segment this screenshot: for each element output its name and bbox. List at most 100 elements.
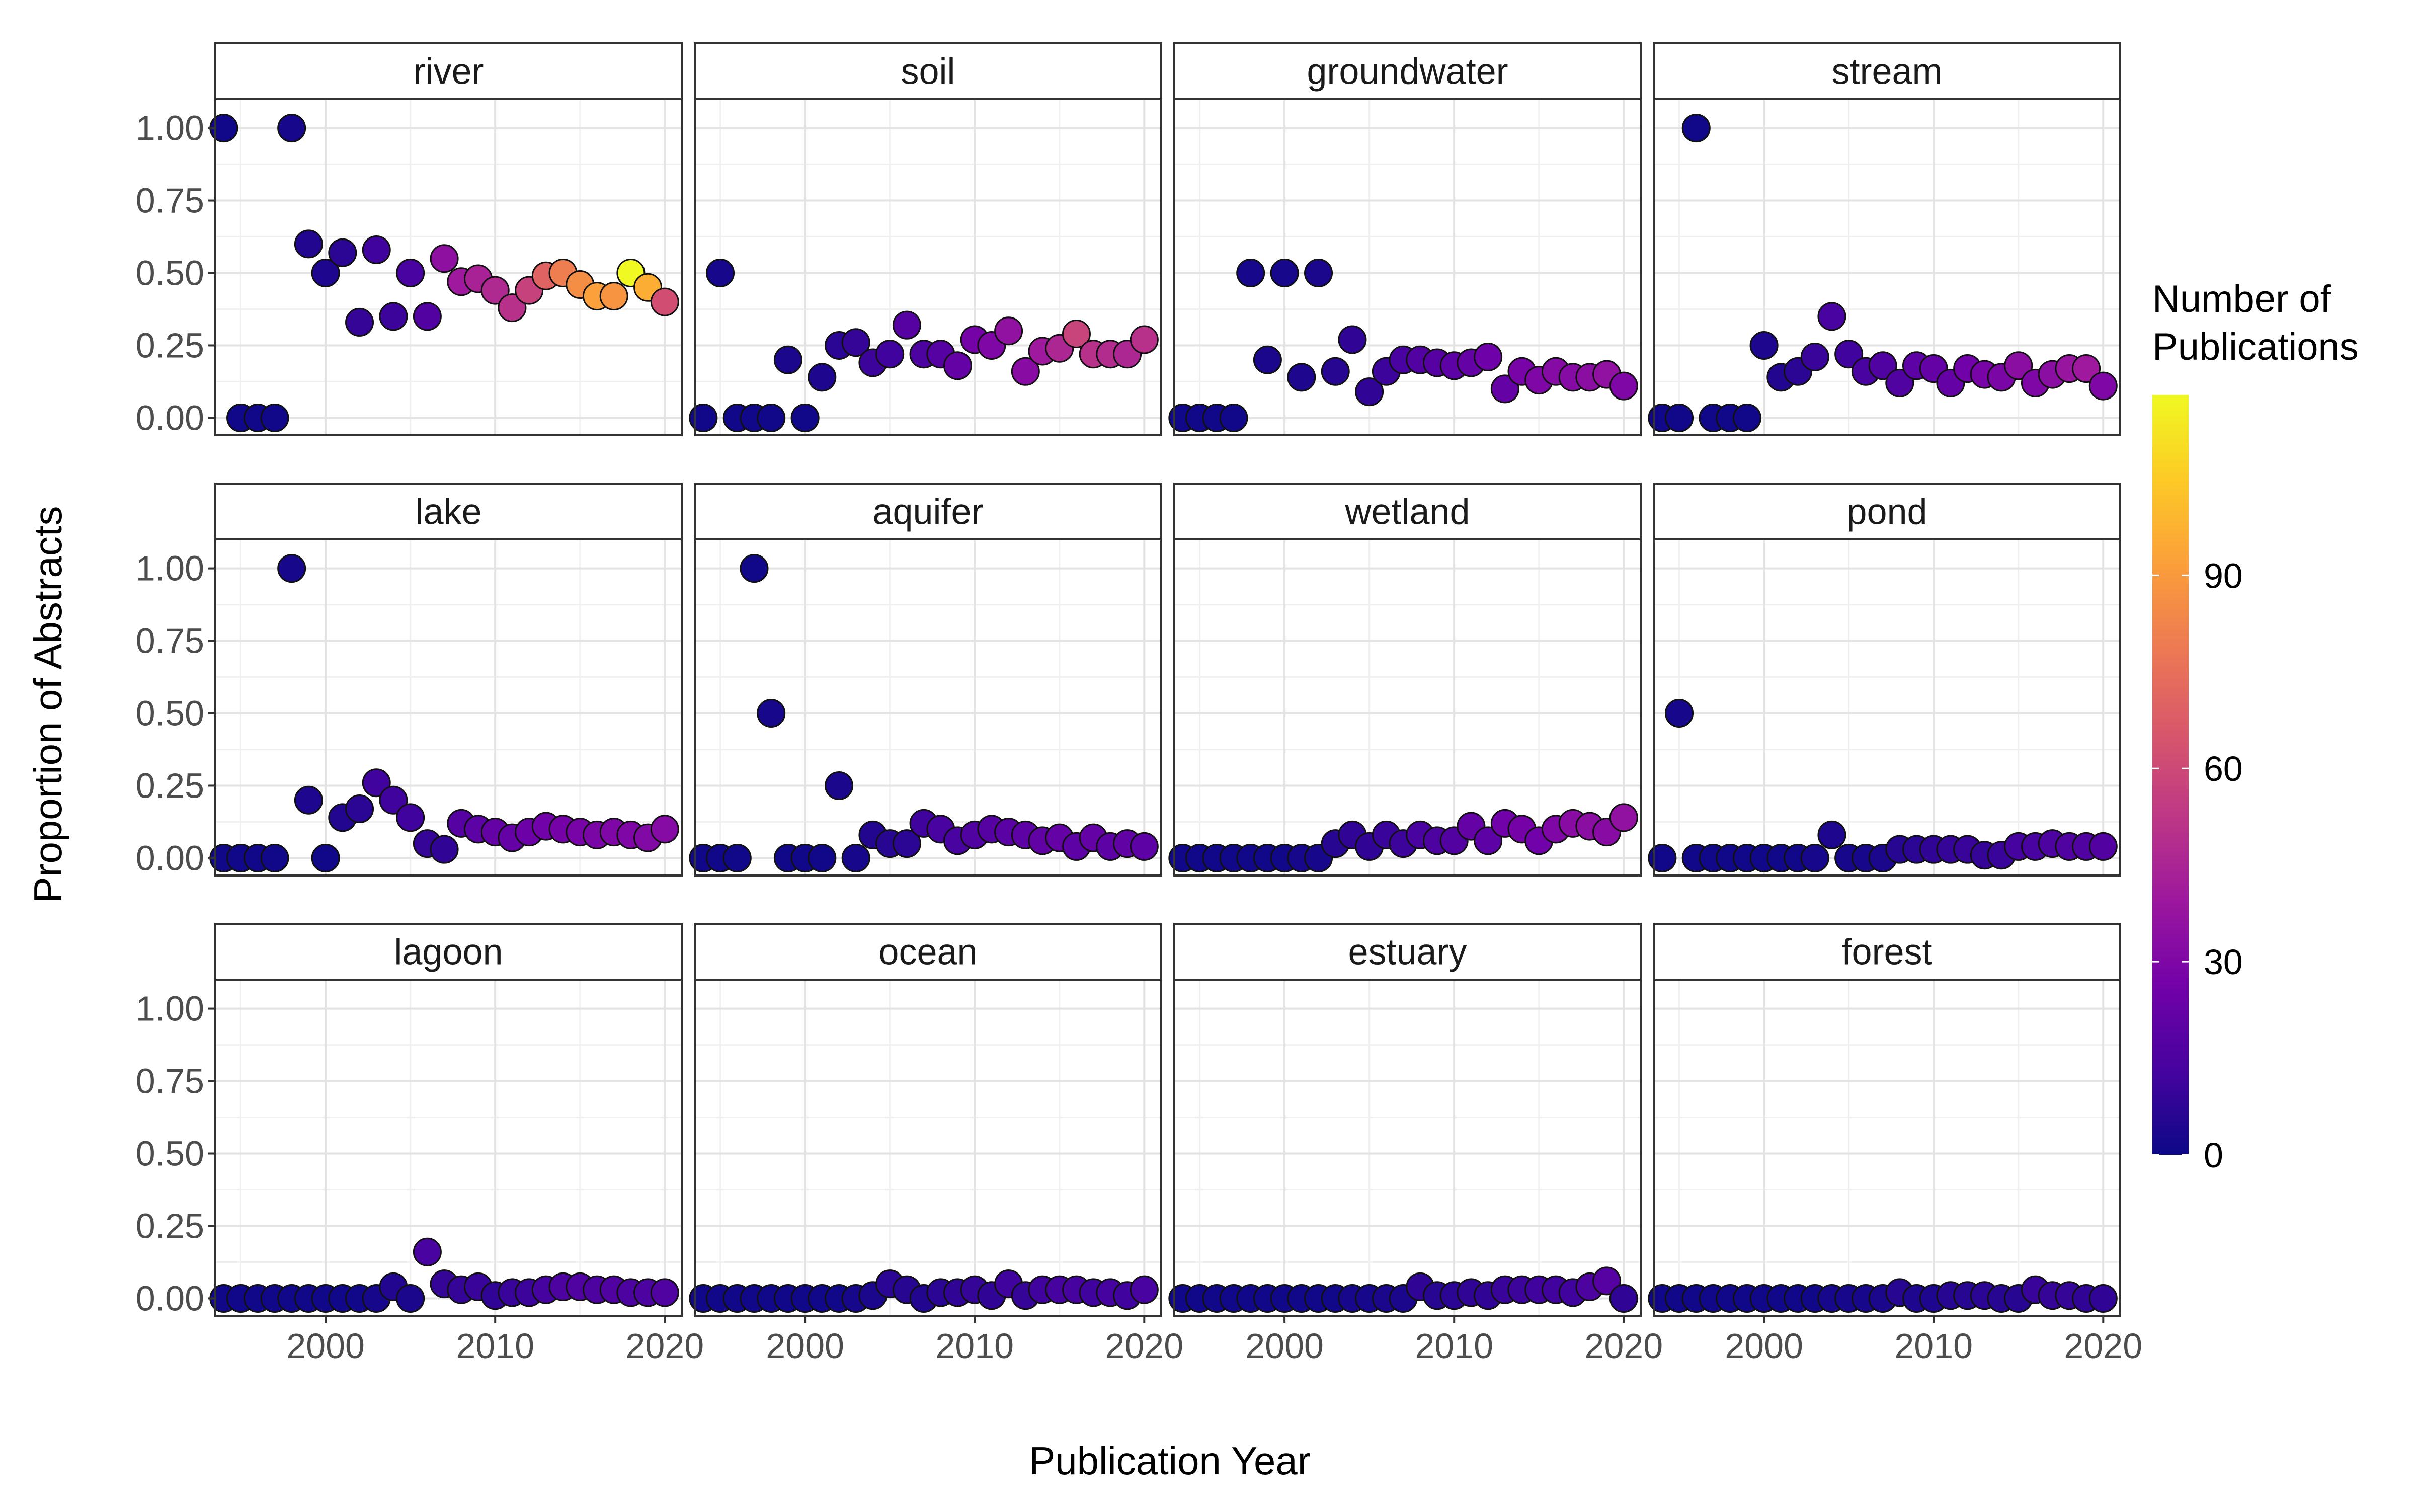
- data-point: [2088, 1284, 2118, 1313]
- facet-strip: [694, 42, 1162, 100]
- data-point: [740, 554, 769, 583]
- points-stream: [1648, 114, 2118, 432]
- data-point: [1338, 325, 1367, 354]
- data-point: [1609, 1284, 1638, 1313]
- data-point: [1236, 259, 1265, 288]
- facet-panel-lagoon: lagoon 0.00 0.25 0.50 0.75 1.00 2000 2010 2020: [136, 923, 704, 1366]
- colorbar: [2152, 395, 2189, 1155]
- x-tick-label: 2010: [1415, 1326, 1493, 1366]
- y-tick-label: 0.00: [136, 398, 204, 437]
- y-tick-label: 0.25: [136, 1206, 204, 1245]
- data-point: [1749, 331, 1779, 360]
- data-point: [1062, 319, 1091, 348]
- facet-panel-pond: pond: [1648, 483, 2121, 877]
- data-point: [260, 403, 289, 432]
- data-point: [892, 829, 921, 858]
- facet-panel-lake: lake 0.00 0.25 0.50 0.75 1.00: [136, 483, 683, 878]
- colorbar-tick-label: 30: [2204, 942, 2243, 982]
- facet-label-estuary: estuary: [1348, 932, 1467, 973]
- data-point: [1885, 368, 1914, 397]
- panel-border: [1653, 98, 2121, 436]
- data-point: [1817, 302, 1846, 331]
- facet-strip: [1653, 42, 2121, 100]
- points-soil: [689, 259, 1159, 432]
- data-point: [1304, 259, 1333, 288]
- data-point: [1648, 843, 1677, 872]
- data-point: [294, 229, 323, 259]
- facet-label-soil: soil: [901, 52, 955, 92]
- facet-panel-estuary: estuary 2000 2010 2020: [1168, 923, 1663, 1366]
- data-point: [943, 351, 972, 380]
- data-point: [994, 316, 1023, 346]
- data-point: [808, 363, 837, 392]
- data-point: [1219, 403, 1248, 432]
- panel-border: [214, 538, 683, 877]
- legend-title-line: Publications: [2152, 326, 2359, 368]
- data-point: [599, 282, 628, 311]
- facet-label-river: river: [414, 52, 484, 92]
- x-tick-label: 2000: [1245, 1326, 1324, 1366]
- data-point: [722, 843, 752, 872]
- data-point: [1868, 351, 1897, 380]
- data-point: [430, 244, 459, 273]
- data-point: [841, 843, 870, 872]
- points-pond: [1648, 699, 2118, 872]
- data-point: [773, 345, 802, 374]
- data-point: [757, 699, 786, 728]
- panel-border: [214, 98, 683, 436]
- facet-label-lagoon: lagoon: [394, 932, 503, 973]
- panel-border: [1653, 979, 2121, 1317]
- data-point: [689, 403, 718, 432]
- panel-background: [1174, 980, 1641, 1316]
- points-groundwater: [1168, 259, 1638, 432]
- y-tick-label: 0.00: [136, 1279, 204, 1318]
- facet-strip: [214, 923, 683, 981]
- data-point: [757, 403, 786, 432]
- facet-strip: [1653, 483, 2121, 540]
- data-point: [650, 815, 679, 844]
- data-point: [1592, 1266, 1622, 1296]
- y-tick-label: 0.75: [136, 1062, 204, 1101]
- y-tick-label: 1.00: [136, 549, 204, 588]
- data-point: [706, 259, 735, 288]
- data-point: [1130, 832, 1159, 861]
- data-point: [277, 114, 306, 143]
- facet-panel-stream: stream: [1648, 42, 2121, 436]
- facet-panel-forest: forest 2000 2010 2020: [1648, 923, 2142, 1366]
- data-point: [379, 785, 408, 815]
- x-tick-label: 2000: [766, 1326, 844, 1366]
- data-point: [892, 310, 921, 340]
- data-point: [1665, 699, 1694, 728]
- data-point: [379, 302, 408, 331]
- data-point: [1665, 403, 1694, 432]
- panel-border: [1173, 538, 1642, 877]
- x-tick-label: 2020: [1105, 1326, 1183, 1366]
- data-point: [396, 1284, 425, 1313]
- data-point: [1130, 325, 1159, 354]
- x-tick-label: 2000: [286, 1326, 365, 1366]
- facet-strip: [214, 42, 683, 100]
- panel-background: [215, 980, 682, 1316]
- y-tick-label: 0.50: [136, 254, 204, 293]
- y-axis-title: Proportion of Abstracts: [26, 506, 70, 903]
- facet-label-stream: stream: [1831, 52, 1942, 92]
- data-point: [650, 1278, 679, 1307]
- data-point: [875, 340, 905, 369]
- facet-label-pond: pond: [1846, 492, 1927, 532]
- panel-background: [695, 980, 1161, 1316]
- y-tick-label: 0.75: [136, 181, 204, 220]
- facet-strip: [1653, 923, 2121, 981]
- x-tick-label: 2020: [625, 1326, 704, 1366]
- points-lake: [209, 554, 679, 872]
- panel-border: [1173, 98, 1642, 436]
- data-point: [808, 843, 837, 872]
- points-forest: [1648, 1275, 2118, 1313]
- x-axis-title: Publication Year: [1029, 1439, 1310, 1483]
- data-point: [1732, 403, 1761, 432]
- facet-label-wetland: wetland: [1344, 492, 1470, 532]
- panel-border: [694, 98, 1162, 436]
- data-point: [345, 794, 374, 824]
- facet-label-aquifer: aquifer: [872, 492, 983, 532]
- points-estuary: [1168, 1266, 1638, 1313]
